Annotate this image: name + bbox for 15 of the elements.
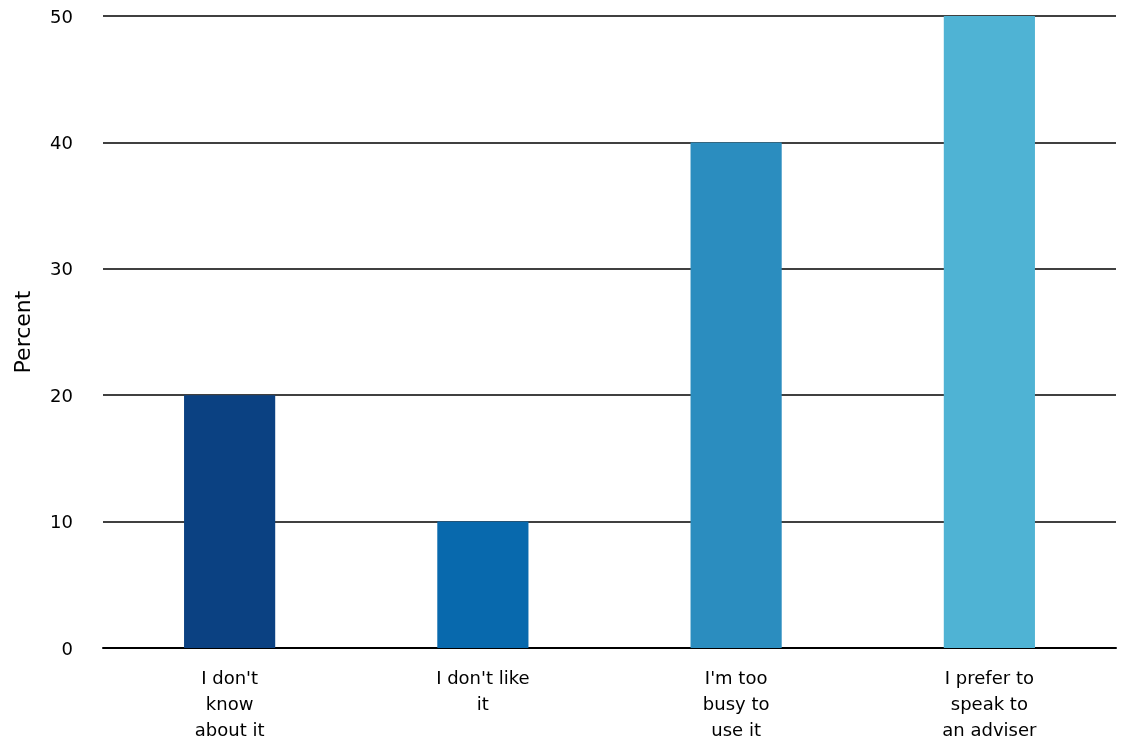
bar xyxy=(184,395,276,648)
y-tick-label: 30 xyxy=(50,258,73,280)
x-tick-label: I don't know about it xyxy=(194,666,265,740)
bar xyxy=(943,16,1035,648)
y-tick-label: 10 xyxy=(50,511,73,533)
y-axis-title: Percent xyxy=(9,290,35,374)
y-tick-label: 40 xyxy=(50,131,73,153)
bar xyxy=(690,142,782,648)
x-tick-label: I don't like it xyxy=(436,666,530,714)
y-tick-label: 50 xyxy=(50,5,73,27)
x-tick-label: I prefer to speak to an adviser xyxy=(942,666,1038,740)
y-tick-label: 0 xyxy=(61,637,73,659)
y-tick-label: 20 xyxy=(50,384,73,406)
x-tick-label: I'm too busy to use it xyxy=(702,666,770,740)
bar xyxy=(437,521,529,648)
